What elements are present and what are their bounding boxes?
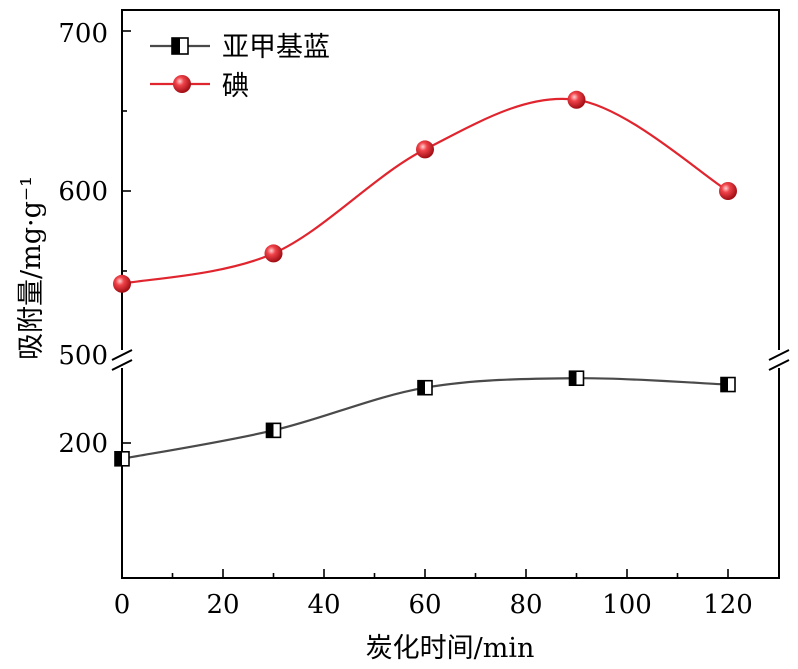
data-point-iodine-90: [567, 90, 586, 109]
legend-label-iodine: 碘: [222, 71, 249, 102]
data-point-methylene-blue-90: [568, 370, 585, 387]
y-tick-label-600: 600: [58, 177, 108, 207]
y-tick-label-500: 500: [58, 341, 108, 371]
x-tick-label-60: 60: [408, 590, 441, 620]
data-point-methylene-blue-0: [114, 450, 130, 467]
x-tick-label-120: 120: [703, 590, 753, 620]
x-tick-label-100: 100: [602, 590, 652, 620]
legend-label-methylene-blue: 亚甲基蓝: [222, 32, 330, 63]
y-tick-label-700: 700: [58, 19, 108, 49]
series-line-iodine: [121, 97, 729, 285]
legend-marker-iodine: [173, 75, 191, 93]
data-point-iodine-30: [264, 244, 283, 263]
x-tick-label-80: 80: [509, 590, 542, 620]
axis-ticks: [121, 30, 729, 578]
axis-break-right: [765, 349, 793, 371]
x-axis-title: 炭化时间/min: [366, 633, 535, 664]
plot-frame: [121, 9, 780, 579]
x-tick-label-20: 20: [206, 590, 239, 620]
data-point-methylene-blue-120: [720, 376, 736, 393]
legend-marker-methylene-blue: [171, 37, 189, 55]
data-point-iodine-120: [719, 182, 737, 200]
y-axis-title: 吸附量/mg·g⁻¹: [16, 176, 47, 360]
data-point-iodine-0: [113, 274, 131, 293]
x-tick-label-40: 40: [307, 590, 340, 620]
series-layer: [113, 90, 737, 467]
axis-break-left: [108, 349, 136, 371]
data-point-methylene-blue-30: [265, 422, 282, 439]
legend: 亚甲基蓝 碘: [150, 32, 330, 102]
x-tick-label-0: 0: [114, 590, 131, 620]
data-point-methylene-blue-60: [417, 379, 433, 396]
y-tick-label-200: 200: [58, 429, 108, 459]
data-point-iodine-60: [416, 140, 434, 159]
